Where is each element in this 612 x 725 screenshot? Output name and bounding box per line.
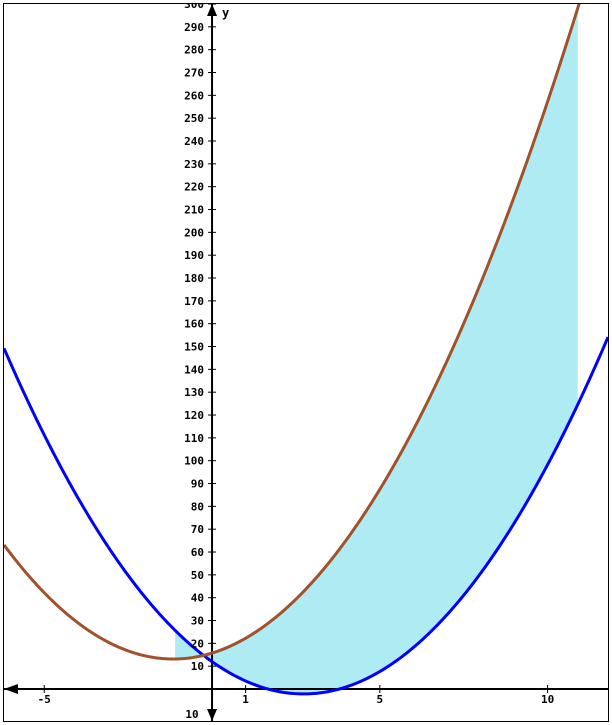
- y-tick-label: 190: [184, 249, 204, 262]
- y-axis-label: y: [222, 6, 229, 20]
- labels-layer: 1020304050607080901001101201301401501601…: [38, 4, 555, 721]
- y-axis-arrow-down: [207, 709, 218, 721]
- y-tick-label: 70: [191, 523, 204, 536]
- y-tick-label: 180: [184, 272, 204, 285]
- series-layer: [4, 4, 608, 696]
- axes-layer: [4, 4, 608, 721]
- series-line-1: [4, 336, 608, 696]
- x-tick-label: 10: [541, 693, 554, 706]
- plot-frame: 10 20 30 40 50 60 70 80 90 100 110 120 130 140 150 160 1…: [3, 3, 609, 722]
- y-tick-label: 80: [191, 500, 204, 513]
- y-tick-label: 250: [184, 112, 204, 125]
- y-tick-label: 220: [184, 181, 204, 194]
- y-tick-label: 300: [184, 4, 204, 11]
- y-tick-label: 170: [184, 295, 204, 308]
- y-tick-label: 90: [191, 478, 204, 491]
- y-tick-label: 120: [184, 409, 204, 422]
- y-tick-label: 30: [191, 615, 204, 628]
- y-tick-label-negative: 10: [185, 708, 198, 721]
- y-tick-label: 230: [184, 158, 204, 171]
- y-tick-label: 270: [184, 67, 204, 80]
- y-tick-label: 50: [191, 569, 204, 582]
- y-tick-label: 210: [184, 204, 204, 217]
- y-tick-label: 100: [184, 455, 204, 468]
- y-tick-label: 260: [184, 89, 204, 102]
- y-tick-label: 200: [184, 226, 204, 239]
- x-axis-arrow-left: [4, 684, 18, 695]
- x-tick-label: 5: [377, 693, 384, 706]
- x-tick-label: -5: [38, 693, 51, 706]
- y-tick-label: 140: [184, 363, 204, 376]
- y-axis-arrow-up: [207, 4, 218, 16]
- y-tick-label: 60: [191, 546, 204, 559]
- y-tick-label: 160: [184, 318, 204, 331]
- y-tick-label: 130: [184, 386, 204, 399]
- series-line-2: [4, 4, 581, 661]
- shaded-region-layer: [175, 8, 578, 694]
- y-tick-label: 290: [184, 21, 204, 34]
- y-tick-label: 40: [191, 592, 204, 605]
- y-tick-label: 280: [184, 44, 204, 57]
- x-tick-label: 1: [242, 693, 249, 706]
- y-tick-label: 110: [184, 432, 204, 445]
- y-tick-label: 150: [184, 341, 204, 354]
- shaded-region: [175, 8, 578, 694]
- chart-svg: 1020304050607080901001101201301401501601…: [4, 4, 608, 721]
- y-tick-label: 240: [184, 135, 204, 148]
- y-tick-label: 10: [191, 660, 204, 673]
- y-tick-label: 20: [191, 637, 204, 650]
